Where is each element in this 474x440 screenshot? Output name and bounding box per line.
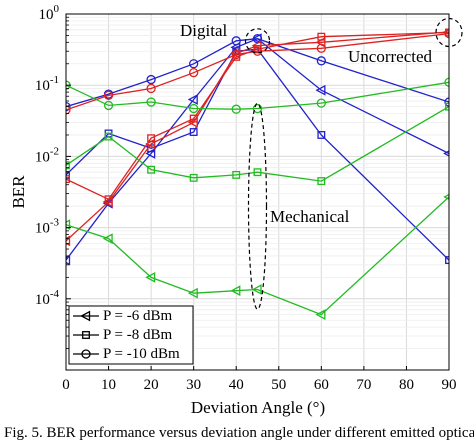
- data-point: [189, 128, 198, 136]
- x-tick-label: 60: [314, 377, 329, 393]
- data-point: [230, 41, 241, 53]
- annotation-digital: Digital: [180, 21, 227, 40]
- legend: P = -6 dBm P = -8 dBm P = -10 dBm: [68, 305, 194, 365]
- data-point: [230, 47, 241, 59]
- data-point: [189, 59, 199, 69]
- data-point: [66, 105, 71, 115]
- series-mechanical-circle: [66, 77, 449, 114]
- data-point: [252, 46, 263, 56]
- y-tick-label: 100: [39, 3, 60, 23]
- series-line: [66, 38, 449, 108]
- data-point: [66, 235, 71, 247]
- figure-caption: Fig. 5. BER performance versus deviation…: [4, 425, 474, 440]
- legend-marker-triangle: [80, 310, 91, 322]
- series-mechanical-triangle: [66, 193, 449, 320]
- data-point: [104, 132, 113, 141]
- series-digital-triangle: [66, 33, 449, 266]
- series-line: [66, 106, 449, 182]
- legend-label-8dbm: P = -8 dBm: [103, 327, 172, 343]
- data-point: [145, 148, 156, 159]
- data-point: [66, 254, 71, 266]
- x-tick-label: 90: [442, 377, 457, 393]
- y-tick-label: 10-1: [35, 74, 59, 94]
- data-point: [315, 309, 326, 320]
- plot-area: [66, 28, 449, 320]
- data-point: [315, 36, 326, 48]
- data-point: [66, 101, 71, 112]
- data-point: [445, 102, 449, 111]
- x-tick-label: 40: [229, 377, 244, 393]
- data-point: [232, 170, 241, 179]
- x-tick-label: 0: [62, 377, 70, 393]
- data-point: [251, 33, 262, 45]
- data-point: [231, 104, 241, 114]
- data-point: [189, 103, 199, 114]
- data-point: [252, 103, 263, 114]
- y-tick-label: 10-3: [35, 217, 60, 237]
- series-line: [66, 196, 449, 316]
- data-point: [189, 68, 199, 78]
- data-point: [316, 98, 326, 108]
- data-point: [444, 97, 449, 107]
- data-point: [102, 233, 113, 245]
- data-point: [147, 165, 156, 174]
- data-point: [146, 97, 156, 107]
- data-point: [103, 100, 114, 111]
- y-tick-label: 10-4: [35, 288, 60, 308]
- data-point: [444, 28, 449, 39]
- series-line: [66, 81, 449, 110]
- series-line: [66, 48, 449, 261]
- x-tick-label: 30: [186, 377, 201, 393]
- data-point: [189, 173, 198, 182]
- mechanical-ellipse: [247, 102, 268, 310]
- data-point: [230, 285, 241, 297]
- x-axis-label: Deviation Angle (°): [191, 398, 325, 417]
- legend-label-6dbm: P = -6 dBm: [103, 308, 172, 324]
- data-point: [253, 168, 262, 177]
- series-line: [66, 31, 449, 242]
- annotation-uncorrected: Uncorrected: [348, 47, 433, 66]
- plot-frame: [65, 13, 450, 371]
- data-point: [145, 271, 156, 283]
- data-point: [187, 94, 198, 105]
- data-point: [316, 56, 326, 66]
- data-point: [146, 83, 156, 94]
- series-line: [66, 32, 449, 111]
- data-point: [445, 256, 449, 265]
- data-point: [66, 219, 71, 231]
- data-point: [102, 196, 113, 208]
- legend-marker-circle: [81, 349, 91, 359]
- x-tick-label: 80: [399, 377, 414, 393]
- legend-label-10dbm: P = -10 dBm: [103, 346, 180, 362]
- data-point: [251, 284, 262, 295]
- x-tick-label: 20: [144, 377, 159, 393]
- data-point: [315, 84, 326, 96]
- data-point: [187, 287, 198, 299]
- legend-markers: [73, 310, 99, 359]
- data-point: [317, 131, 326, 139]
- digital-ellipse: [244, 28, 271, 54]
- x-tick-label: 10: [101, 377, 116, 393]
- annotation-mechanical: Mechanical: [270, 207, 350, 226]
- legend-marker-square: [82, 331, 90, 339]
- data-point: [251, 40, 262, 51]
- data-point: [317, 177, 326, 186]
- data-point: [103, 90, 114, 101]
- x-tick-label: 50: [271, 377, 286, 393]
- data-point: [146, 74, 156, 85]
- y-tick-label: 10-2: [35, 145, 59, 165]
- x-tick-label: 70: [356, 377, 371, 393]
- data-point: [187, 117, 198, 128]
- series-line: [66, 37, 449, 261]
- data-point: [145, 138, 156, 150]
- axis-ticks: 0 10 20 30 40 50 60 70 80 90 100 10-1 10-2 10-3 10-4: [35, 3, 457, 393]
- y-axis-label: BER: [9, 175, 28, 209]
- data-point: [444, 77, 449, 87]
